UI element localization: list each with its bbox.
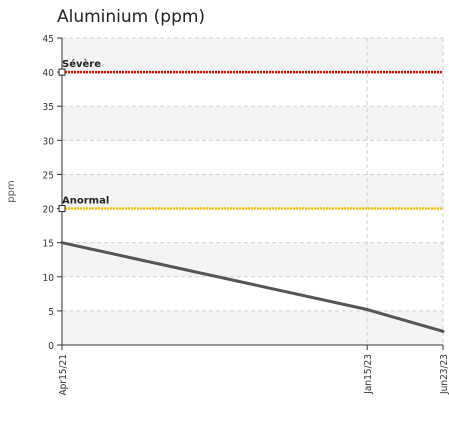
data-point: [60, 241, 64, 245]
threshold-marker: [58, 68, 66, 76]
data-series: [60, 241, 445, 333]
plot-band: [62, 174, 443, 209]
threshold-marker: [58, 205, 66, 213]
plot-band: [62, 242, 443, 277]
chart-title: Aluminium (ppm): [57, 7, 206, 27]
threshold-label: Sévère: [62, 58, 101, 70]
y-tick-label: 45: [43, 34, 54, 45]
y-tick-label: 0: [48, 341, 54, 352]
x-tick-label: Apr15/21: [58, 354, 69, 395]
x-tick-label: Jun23/23: [439, 354, 449, 395]
y-tick-label: 40: [43, 68, 55, 79]
y-tick-label: 35: [43, 102, 54, 113]
y-tick-label: 15: [43, 239, 54, 250]
data-point: [365, 308, 369, 312]
y-tick-label: 20: [43, 205, 55, 216]
plot-bands: [62, 38, 443, 345]
y-tick-label: 25: [43, 170, 54, 181]
data-point: [441, 329, 445, 333]
plot-band: [62, 38, 443, 73]
y-tick-label: 30: [43, 136, 55, 147]
y-axis-label: ppm: [6, 180, 17, 202]
plot-band: [62, 106, 443, 141]
y-tick-label: 10: [43, 273, 55, 284]
y-tick-label: 5: [48, 307, 54, 318]
x-tick-label: Jan15/23: [363, 354, 374, 395]
threshold-label: Anormal: [62, 196, 109, 207]
threshold-lines: Sévère Anormal: [58, 58, 443, 213]
tick-labels: 0 5 10 15 20 25 30 35 40 45 Apr15/21 Jan15/23 Jun23/…: [43, 34, 449, 395]
plot-band: [62, 310, 443, 345]
